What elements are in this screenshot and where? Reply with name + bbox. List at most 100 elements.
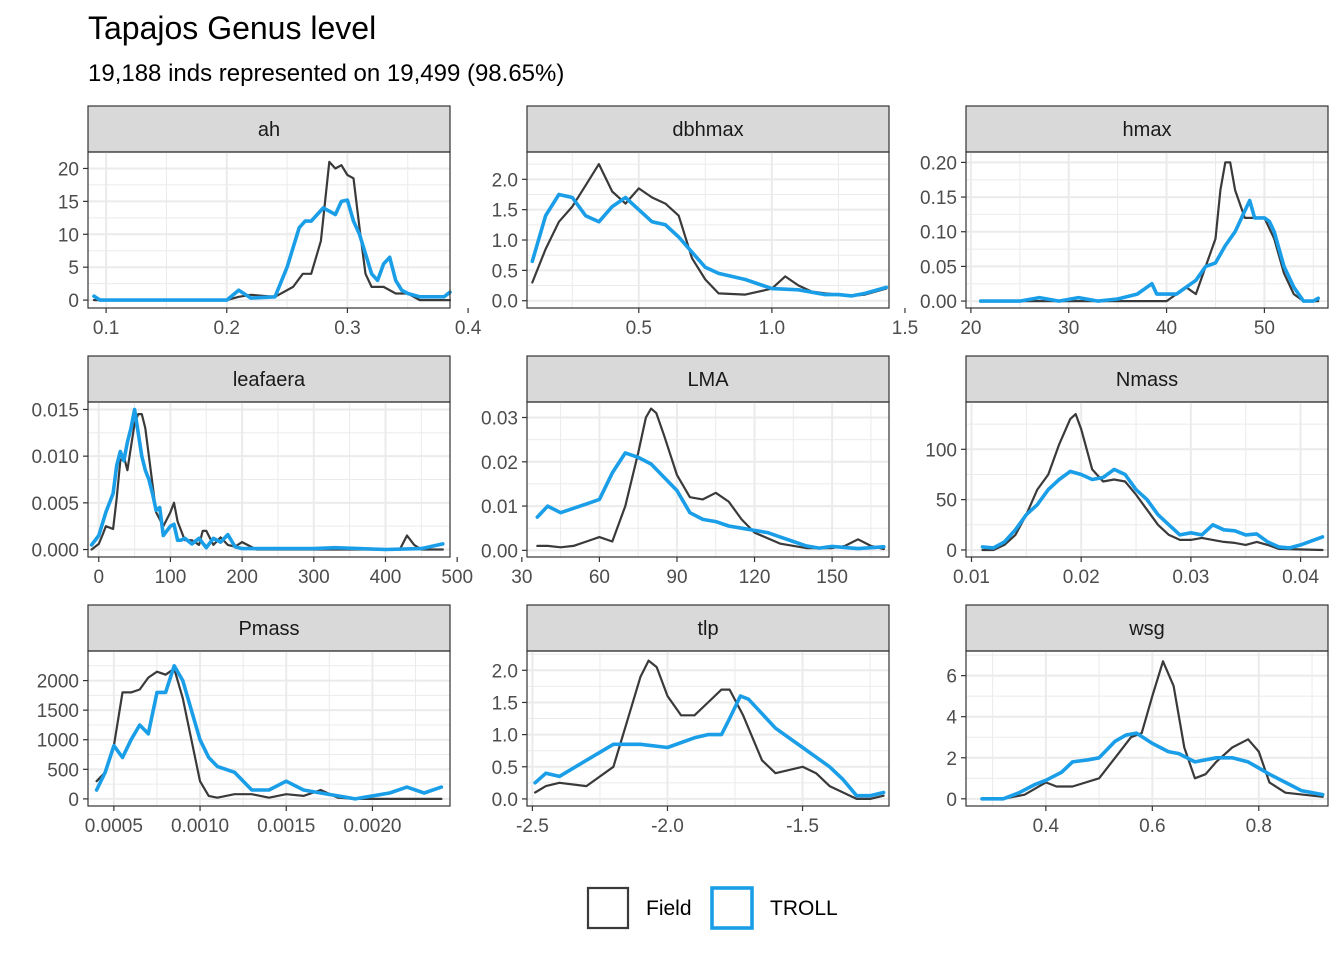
x-tick-label: 20 xyxy=(960,318,981,339)
panel-dbhmax: dbhmax 0.0 0.5 1.0 1.5 2.0 0.5 1.0 1.5 xyxy=(492,105,918,339)
y-tick-label: 0.03 xyxy=(481,409,518,430)
facet-strip xyxy=(526,105,890,153)
minor-gridlines xyxy=(88,402,450,557)
y-tick-label: 0.10 xyxy=(920,223,957,244)
series-line-troll xyxy=(533,694,886,798)
y-tick-label: 0.15 xyxy=(920,188,957,209)
series-line-troll xyxy=(980,731,1325,801)
y-tick-label: 0.0 xyxy=(492,790,518,811)
major-gridlines xyxy=(88,152,450,308)
major-gridlines xyxy=(527,152,889,308)
x-tick-label: 0.03 xyxy=(1172,567,1209,588)
chart-title: Tapajos Genus level xyxy=(88,10,377,46)
facet-label: dbhmax xyxy=(672,119,743,141)
y-tick-label: 1.5 xyxy=(492,693,518,714)
y-tick-label: 1.0 xyxy=(492,726,518,747)
x-tick-label: 60 xyxy=(589,567,610,588)
facet-label: LMA xyxy=(687,369,729,391)
y-tick-label: 0.005 xyxy=(31,494,79,515)
x-tick-label: 500 xyxy=(441,567,473,588)
minor-gridlines xyxy=(88,152,450,308)
y-tick-label: 0.20 xyxy=(920,153,957,174)
x-tick-label: 0.6 xyxy=(1139,816,1165,837)
x-tick-label: 50 xyxy=(1254,318,1275,339)
series-line-troll xyxy=(94,664,444,801)
y-tick-label: 1.5 xyxy=(492,201,518,222)
x-tick-label: 0.01 xyxy=(953,567,990,588)
minor-gridlines xyxy=(527,651,889,806)
facet-label: ah xyxy=(258,119,280,141)
panel-border xyxy=(526,151,890,309)
panel-border xyxy=(87,401,451,558)
x-tick-label: -1.5 xyxy=(786,816,819,837)
minor-gridlines xyxy=(527,152,889,308)
x-tick-label: 120 xyxy=(739,567,771,588)
y-tick-label: 0.0 xyxy=(492,292,518,313)
y-tick-label: 10 xyxy=(58,225,79,246)
x-tick-label: 0.2 xyxy=(214,318,240,339)
y-tick-label: 2.0 xyxy=(492,170,518,191)
facet-label: hmax xyxy=(1123,119,1172,141)
y-tick-label: 0.05 xyxy=(920,257,957,278)
y-tick-label: 2000 xyxy=(37,672,79,693)
panel-border xyxy=(965,151,1329,309)
legend-label: TROLL xyxy=(770,897,838,920)
y-tick-label: 0 xyxy=(68,291,79,312)
series-line-field xyxy=(534,659,885,800)
panel-wsg: wsg 0 2 4 6 0.4 0.6 0.8 xyxy=(946,604,1329,837)
y-tick-label: 0.00 xyxy=(920,292,957,313)
series-line-troll xyxy=(980,467,1325,550)
panel-pmass: Pmass 0 500 1000 1500 2000 0.0005 0.0010 0.0015 0… xyxy=(37,604,451,837)
series-line-field xyxy=(981,413,1324,552)
legend: Field TROLL xyxy=(586,886,838,930)
x-tick-label: 1.5 xyxy=(892,318,918,339)
series-line-troll xyxy=(89,407,445,552)
x-tick-label: 0.5 xyxy=(626,318,652,339)
x-tick-label: 0.0005 xyxy=(85,816,143,837)
panel-border xyxy=(526,650,890,807)
series-line-field xyxy=(95,667,443,800)
x-tick-label: 0.4 xyxy=(455,318,482,339)
facet-label: leafaera xyxy=(233,369,306,391)
minor-gridlines xyxy=(966,402,1328,557)
y-tick-label: 1.0 xyxy=(492,231,518,252)
x-tick-label: 40 xyxy=(1156,318,1177,339)
x-tick-label: 0 xyxy=(93,567,104,588)
x-tick-label: 0.02 xyxy=(1063,567,1100,588)
chart-subtitle: 19,188 inds represented on 19,499 (98.65… xyxy=(88,60,565,87)
y-tick-label: 50 xyxy=(936,491,957,512)
facet-label: tlp xyxy=(697,618,718,640)
y-tick-label: 500 xyxy=(47,760,79,781)
y-tick-label: 2.0 xyxy=(492,661,518,682)
minor-gridlines xyxy=(88,651,450,806)
x-tick-label: 200 xyxy=(226,567,258,588)
x-tick-label: 0.3 xyxy=(334,318,360,339)
x-tick-label: 400 xyxy=(370,567,402,588)
series-line-field xyxy=(531,163,888,297)
series-line-field xyxy=(90,413,444,551)
y-tick-label: 6 xyxy=(946,667,957,688)
major-gridlines xyxy=(966,152,1328,308)
major-gridlines xyxy=(966,402,1328,557)
y-tick-label: 0.015 xyxy=(31,400,79,421)
y-tick-label: 0.010 xyxy=(31,447,79,468)
series-line-troll xyxy=(530,192,889,298)
x-tick-label: 0.8 xyxy=(1246,816,1272,837)
panel-tlp: tlp 0.0 0.5 1.0 1.5 2.0 -2.5 -2.0 -1.5 xyxy=(492,604,890,837)
facet-label: wsg xyxy=(1128,618,1165,640)
series-line-field xyxy=(980,660,1324,800)
x-tick-label: 30 xyxy=(511,567,532,588)
facet-label: Nmass xyxy=(1116,369,1178,391)
series-line-troll xyxy=(92,198,452,302)
y-tick-label: 1500 xyxy=(37,701,79,722)
minor-gridlines xyxy=(966,651,1328,806)
y-tick-label: 100 xyxy=(925,440,957,461)
panel-leafaera: leafaera 0.000 0.005 0.010 0.015 0 100 200 300 40… xyxy=(31,355,473,588)
y-tick-label: 15 xyxy=(58,192,79,213)
panel-nmass: Nmass 0 50 100 0.01 0.02 0.03 0.04 xyxy=(925,355,1329,588)
x-tick-label: 150 xyxy=(816,567,848,588)
y-tick-label: 0.5 xyxy=(492,758,518,779)
series-line-troll xyxy=(978,198,1320,303)
y-tick-label: 0.01 xyxy=(481,497,518,518)
x-tick-label: 0.4 xyxy=(1033,816,1060,837)
